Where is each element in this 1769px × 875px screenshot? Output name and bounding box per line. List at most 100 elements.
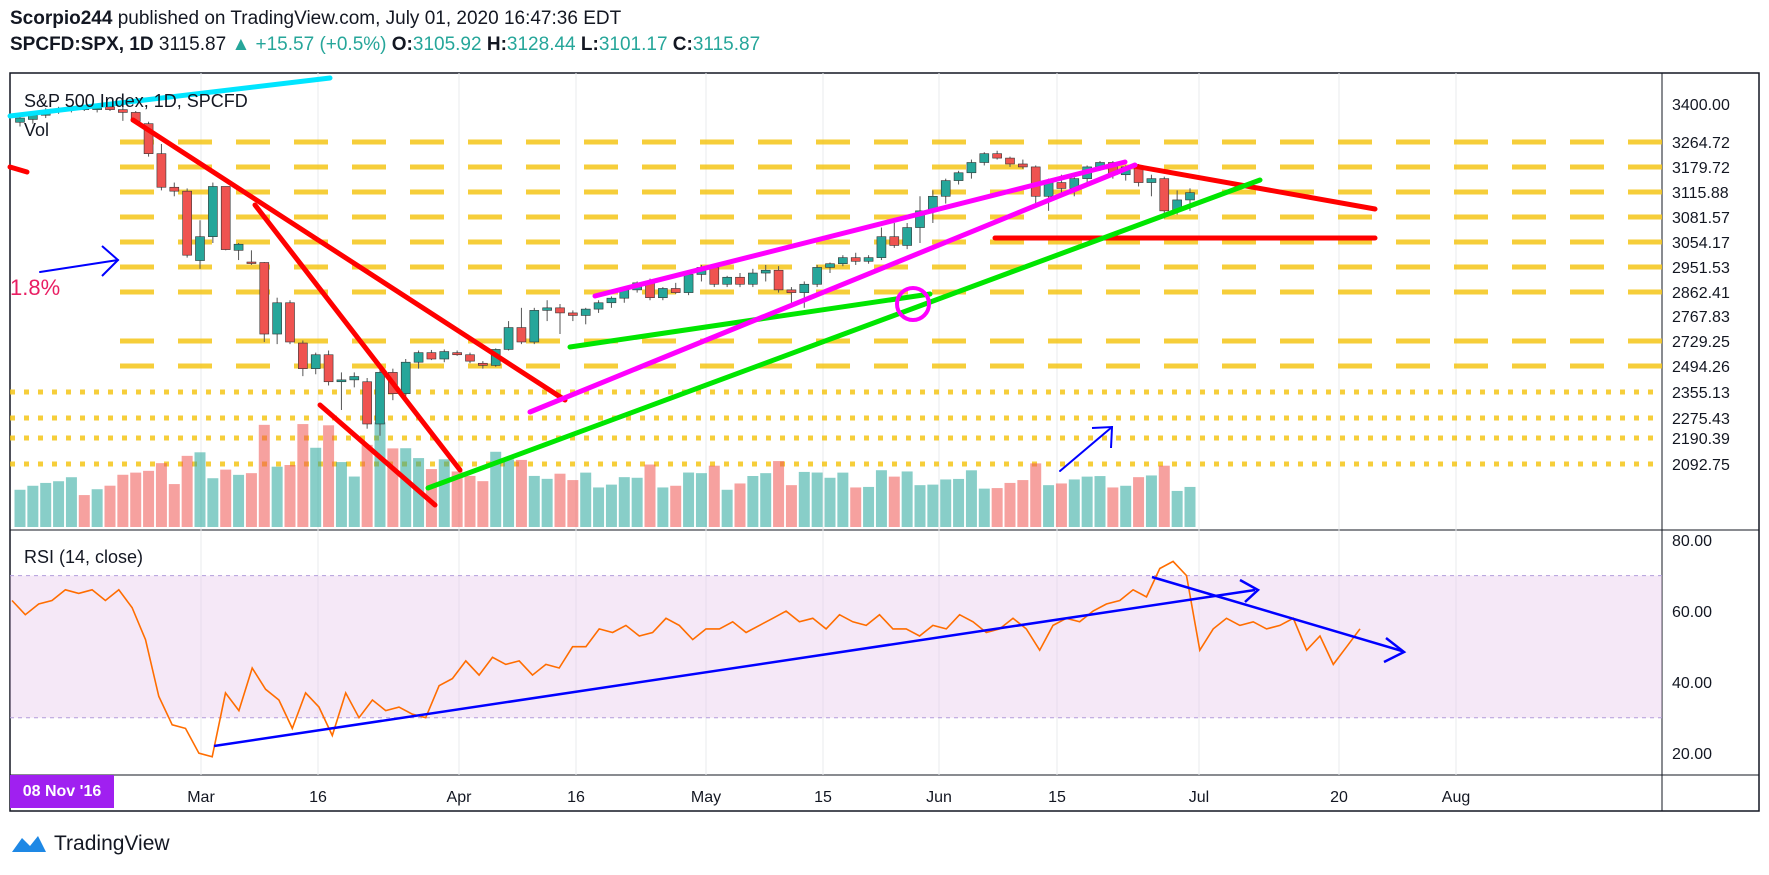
- green-lower-channel-line: [425, 177, 1263, 491]
- time-axis-label: 20: [1330, 789, 1348, 806]
- volume-bar: [554, 473, 566, 527]
- volume-bar: [1120, 485, 1132, 527]
- publish-info: Scorpio244 published on TradingView.com,…: [10, 8, 621, 30]
- volume-bar: [1081, 476, 1093, 527]
- open-value: 3105.92: [412, 34, 482, 55]
- volume-bar: [117, 474, 129, 527]
- close-value: 3115.87: [692, 34, 761, 55]
- open-label: O:: [391, 34, 413, 55]
- volume-legend: Vol: [24, 120, 49, 140]
- candle-body: [169, 186, 180, 192]
- candle-body: [966, 162, 977, 174]
- volume-bar: [323, 425, 335, 527]
- volume-bar: [1133, 477, 1145, 527]
- red-trendline-stub: [7, 164, 30, 175]
- volume-bar: [91, 489, 103, 527]
- author-name[interactable]: Scorpio244: [10, 8, 113, 29]
- volume-bar: [374, 422, 386, 527]
- candle-body: [722, 276, 732, 285]
- volume-bar: [824, 477, 836, 527]
- magenta-inner-channel-line: [527, 162, 1138, 415]
- time-axis[interactable]: Mar 16 Apr 16 May 15 Jun 15 Jul 20 Aug: [187, 789, 1470, 806]
- footer-brand[interactable]: TradingView: [10, 832, 170, 856]
- volume-bar: [400, 448, 412, 527]
- volume-bar: [348, 476, 360, 527]
- price-axis-label: 2190.39: [1672, 431, 1730, 448]
- volume-bar: [978, 488, 990, 527]
- published-text: published on TradingView.com, July 01, 2…: [117, 8, 622, 29]
- candle-body: [786, 289, 797, 293]
- candle-body: [670, 288, 681, 293]
- volume-bar: [580, 472, 592, 527]
- volume-bar: [130, 472, 142, 527]
- volume-bar: [194, 452, 206, 527]
- rsi-blue-arrow-head: [1239, 578, 1261, 603]
- volume-bar: [143, 470, 155, 527]
- price-axis-label: 2862.41: [1672, 285, 1730, 302]
- candle-body: [1005, 157, 1015, 165]
- volume-bar: [490, 451, 502, 527]
- candle-body: [773, 269, 784, 291]
- candle-body: [220, 186, 231, 250]
- rsi-axis[interactable]: 80.00 60.00 40.00 20.00: [1672, 533, 1712, 763]
- candle-body: [118, 109, 128, 113]
- candle-body: [940, 180, 951, 197]
- high-value: 3128.44: [506, 34, 576, 55]
- candle-body: [105, 106, 115, 110]
- volume-bar: [14, 489, 26, 527]
- pct-annotation: 1.8%: [10, 275, 60, 300]
- volume-bar: [220, 469, 232, 527]
- red-triangle-upper-line: [1131, 163, 1378, 212]
- candle-body: [15, 117, 25, 123]
- candle-body: [825, 263, 835, 268]
- volume-bar: [1055, 483, 1067, 527]
- candle-body: [1018, 163, 1028, 168]
- trend-drawings: [7, 75, 1378, 508]
- candle-body: [503, 327, 514, 350]
- volume-bar: [258, 424, 270, 527]
- volume-bar: [335, 462, 347, 527]
- rsi-legend: RSI (14, close): [24, 547, 143, 567]
- volume-bars: [14, 422, 1196, 527]
- candle-body: [272, 302, 282, 335]
- red-wedge-line: [317, 402, 438, 508]
- candle-body: [876, 236, 887, 258]
- volume-bar: [528, 475, 540, 527]
- volume-bar: [1004, 482, 1016, 527]
- volume-bar: [361, 444, 373, 527]
- volume-bar: [875, 470, 887, 527]
- volume-bar: [991, 488, 1003, 527]
- candle-body: [452, 352, 462, 356]
- volume-bar: [1107, 487, 1119, 527]
- volume-bar: [618, 477, 630, 527]
- volume-bar: [695, 473, 707, 527]
- blue-arrow-line: [39, 259, 119, 273]
- volume-bar: [1017, 480, 1029, 527]
- volume-bar: [605, 484, 617, 527]
- price-axis-label: 2092.75: [1672, 457, 1730, 474]
- rsi-line: [11, 560, 1361, 758]
- tradingview-logo-icon: [12, 836, 46, 852]
- volume-bar: [593, 487, 605, 527]
- candle-body: [915, 210, 925, 228]
- volume-bar: [503, 459, 515, 527]
- price-axis-label: 3179.72: [1672, 160, 1730, 177]
- volume-bar: [451, 471, 463, 527]
- volume-bar: [567, 480, 579, 527]
- volume-bar: [811, 472, 823, 527]
- volume-bar: [644, 464, 656, 527]
- red-steep-downtrend-line: [252, 202, 463, 473]
- candle-body: [400, 361, 411, 394]
- candle-body: [465, 354, 475, 362]
- candle-body: [143, 123, 154, 154]
- candle-body: [568, 312, 578, 316]
- cyan-trendline: [7, 75, 333, 119]
- price-axis[interactable]: 3400.00 3264.72 3179.72 3115.88 3081.57 3054.…: [1672, 97, 1730, 474]
- close-label: C:: [672, 34, 693, 55]
- time-axis-label: Jun: [926, 789, 952, 806]
- volume-bar: [760, 473, 772, 527]
- price-axis-label: 3081.57: [1672, 210, 1730, 227]
- candle-body: [542, 307, 552, 311]
- candle-body: [1185, 192, 1195, 201]
